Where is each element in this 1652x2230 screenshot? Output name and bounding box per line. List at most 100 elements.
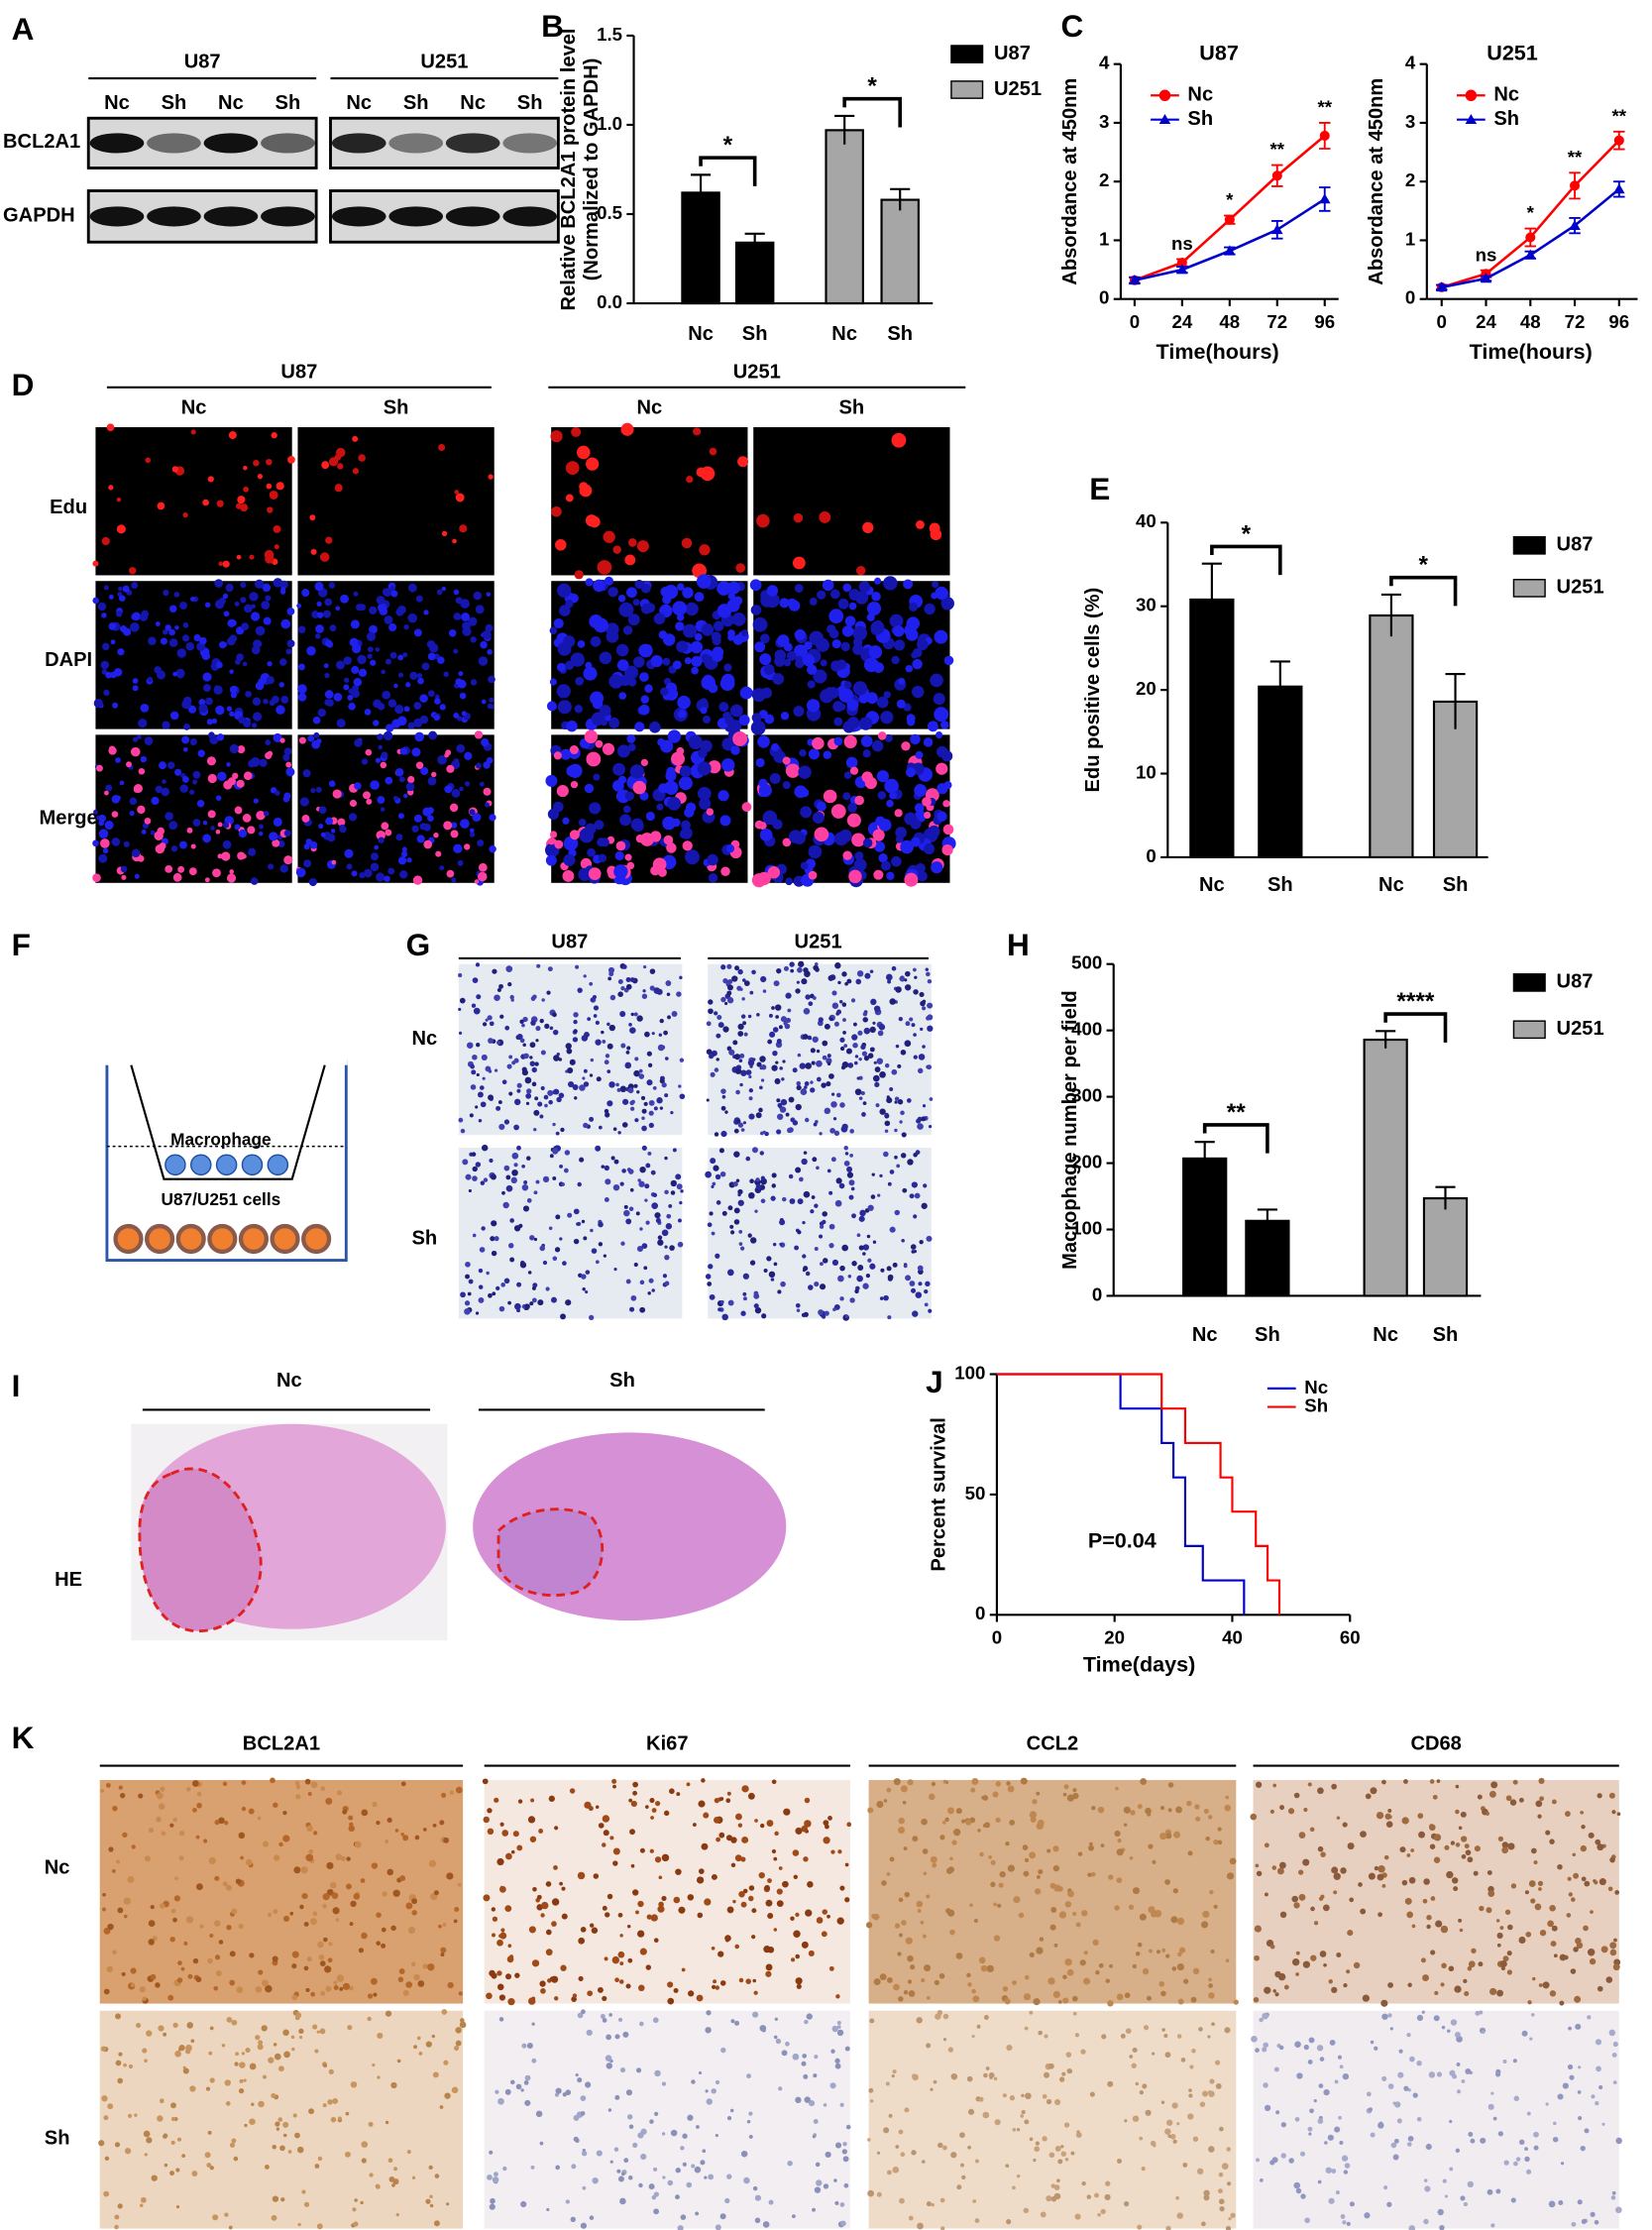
cell [917,638,929,651]
legend-label: U87 [1557,971,1594,993]
cell [1616,1812,1621,1817]
cell [183,1941,188,1946]
cell [423,1828,427,1832]
cell [1474,1845,1481,1852]
cell [190,740,196,746]
cell [724,1110,728,1114]
cell [705,2027,712,2034]
cell [1036,1874,1041,1879]
cell [719,676,735,692]
cell [1313,2098,1317,2103]
cell [713,1979,717,1984]
cell [1298,1832,1306,1839]
cell [892,2069,897,2074]
cell [1406,1911,1414,1919]
cell [455,1786,463,1794]
cell [1410,1848,1415,1852]
cell [867,2189,874,2197]
cell [796,1308,801,1312]
cell [1046,1848,1051,1853]
cell [603,1830,609,1837]
cell [1201,2090,1209,2097]
cell [810,1209,815,1214]
cell [472,977,479,983]
cell [698,748,708,758]
cell [272,838,280,847]
cell [572,1084,579,1090]
cell [574,705,584,714]
cell [1336,1816,1341,1820]
cell [488,1292,493,1298]
image-bg [297,734,495,883]
cell [459,2018,465,2023]
cell [1139,1913,1147,1921]
cell [498,1934,503,1939]
cell [207,1957,213,1964]
cell [287,2150,292,2154]
cell [867,2138,871,2142]
cell [706,808,715,816]
cell [1360,1908,1367,1915]
cell [222,560,230,568]
cell [462,621,471,630]
cell [849,1154,853,1158]
cell [627,743,636,752]
cell [251,2102,255,2106]
micrograph [749,576,954,735]
cell [470,679,478,686]
cell [97,602,107,612]
cell [742,1888,748,1894]
y-tick-label: 40 [1136,510,1156,531]
cell [628,1023,632,1027]
cell [1129,2055,1134,2059]
cell [451,877,457,883]
cell [862,521,874,534]
cell [928,1308,933,1313]
cell [785,877,793,886]
cell [202,834,212,843]
legend-label: Sh [1304,1394,1328,1415]
cell [893,625,905,637]
cell [824,1109,829,1114]
cell [335,1918,340,1922]
cell [886,1787,892,1793]
cell [241,853,247,859]
cell [1384,1813,1391,1820]
cell [684,657,692,665]
cell [453,589,460,596]
cell [1573,1872,1580,1879]
cell [400,1833,404,1837]
cell [860,735,873,747]
cell [788,1173,794,1179]
cell [795,1103,802,1111]
cell [787,2161,793,2167]
cell [406,857,412,863]
cell [585,823,597,835]
cell [467,1291,472,1296]
cell [1296,2072,1303,2079]
cell [294,2132,300,2139]
cell [1165,2225,1171,2230]
cell [535,1025,541,1032]
cell [117,648,125,656]
cell [894,809,903,818]
cell [654,1212,661,1219]
cell [313,1831,318,1836]
marker [1524,249,1537,260]
cell [597,837,606,847]
cell [169,2171,175,2176]
cell [909,1281,916,1286]
cell [986,1964,994,1973]
cell [1453,1886,1459,1892]
cell [1264,2104,1271,2112]
cell [453,648,459,654]
cell [727,979,733,984]
cell [814,1281,820,1287]
well-opening [105,1054,348,1065]
cell [1601,2122,1605,2126]
cell [731,975,738,982]
cell [120,1793,126,1799]
cell [498,1123,505,1130]
cell [839,1037,845,1043]
cell [168,821,178,831]
